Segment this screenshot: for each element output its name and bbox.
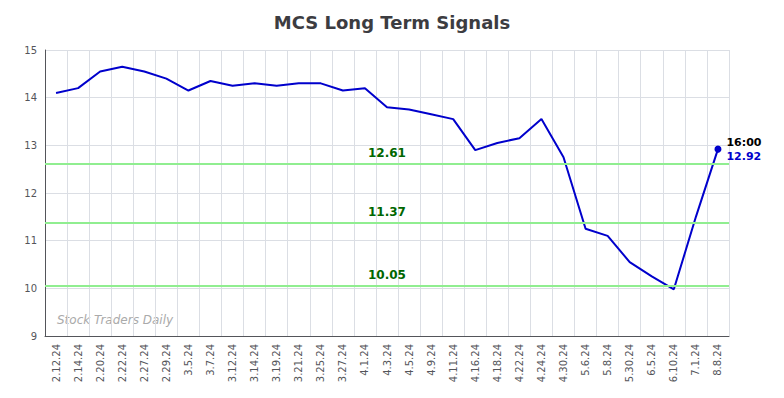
svg-text:12.92: 12.92: [726, 150, 761, 163]
svg-text:4.30.24: 4.30.24: [558, 344, 569, 382]
svg-text:4.1.24: 4.1.24: [359, 344, 370, 376]
svg-text:4.16.24: 4.16.24: [470, 344, 481, 382]
svg-text:2.29.24: 2.29.24: [161, 344, 172, 382]
svg-text:4.24.24: 4.24.24: [536, 344, 547, 382]
svg-text:3.19.24: 3.19.24: [271, 344, 282, 382]
svg-text:12: 12: [24, 188, 37, 199]
svg-text:4.11.24: 4.11.24: [448, 344, 459, 382]
svg-text:3.25.24: 3.25.24: [315, 344, 326, 382]
svg-text:3.5.24: 3.5.24: [183, 344, 194, 376]
svg-text:2.27.24: 2.27.24: [139, 344, 150, 382]
svg-text:4.18.24: 4.18.24: [492, 344, 503, 382]
svg-text:9: 9: [31, 331, 37, 342]
svg-text:8.8.24: 8.8.24: [712, 344, 723, 376]
svg-text:3.12.24: 3.12.24: [227, 344, 238, 382]
svg-text:15: 15: [24, 45, 37, 56]
svg-text:5.8.24: 5.8.24: [602, 344, 613, 376]
svg-text:2.12.24: 2.12.24: [51, 344, 62, 382]
svg-text:4.22.24: 4.22.24: [514, 344, 525, 382]
svg-text:3.21.24: 3.21.24: [293, 344, 304, 382]
svg-text:2.22.24: 2.22.24: [117, 344, 128, 382]
svg-text:4.3.24: 4.3.24: [382, 344, 393, 376]
svg-text:16:00: 16:00: [726, 136, 761, 149]
svg-text:10: 10: [24, 283, 37, 294]
svg-text:4.5.24: 4.5.24: [404, 344, 415, 376]
svg-text:4.9.24: 4.9.24: [426, 344, 437, 376]
svg-text:5.30.24: 5.30.24: [624, 344, 635, 382]
svg-text:5.6.24: 5.6.24: [580, 344, 591, 376]
svg-text:3.27.24: 3.27.24: [337, 344, 348, 382]
svg-text:Stock Traders Daily: Stock Traders Daily: [57, 313, 174, 327]
svg-text:14: 14: [24, 92, 37, 103]
svg-text:6.5.24: 6.5.24: [646, 344, 657, 376]
svg-text:MCS Long Term Signals: MCS Long Term Signals: [274, 12, 510, 33]
svg-text:3.14.24: 3.14.24: [249, 344, 260, 382]
svg-text:6.10.24: 6.10.24: [668, 344, 679, 382]
svg-text:13: 13: [24, 140, 37, 151]
svg-text:11.37: 11.37: [368, 205, 406, 219]
svg-text:2.14.24: 2.14.24: [73, 344, 84, 382]
svg-text:2.20.24: 2.20.24: [95, 344, 106, 382]
svg-text:10.05: 10.05: [368, 268, 406, 282]
svg-text:11: 11: [24, 235, 37, 246]
svg-text:7.1.24: 7.1.24: [690, 344, 701, 376]
svg-text:3.7.24: 3.7.24: [205, 344, 216, 376]
svg-text:12.61: 12.61: [368, 146, 406, 160]
